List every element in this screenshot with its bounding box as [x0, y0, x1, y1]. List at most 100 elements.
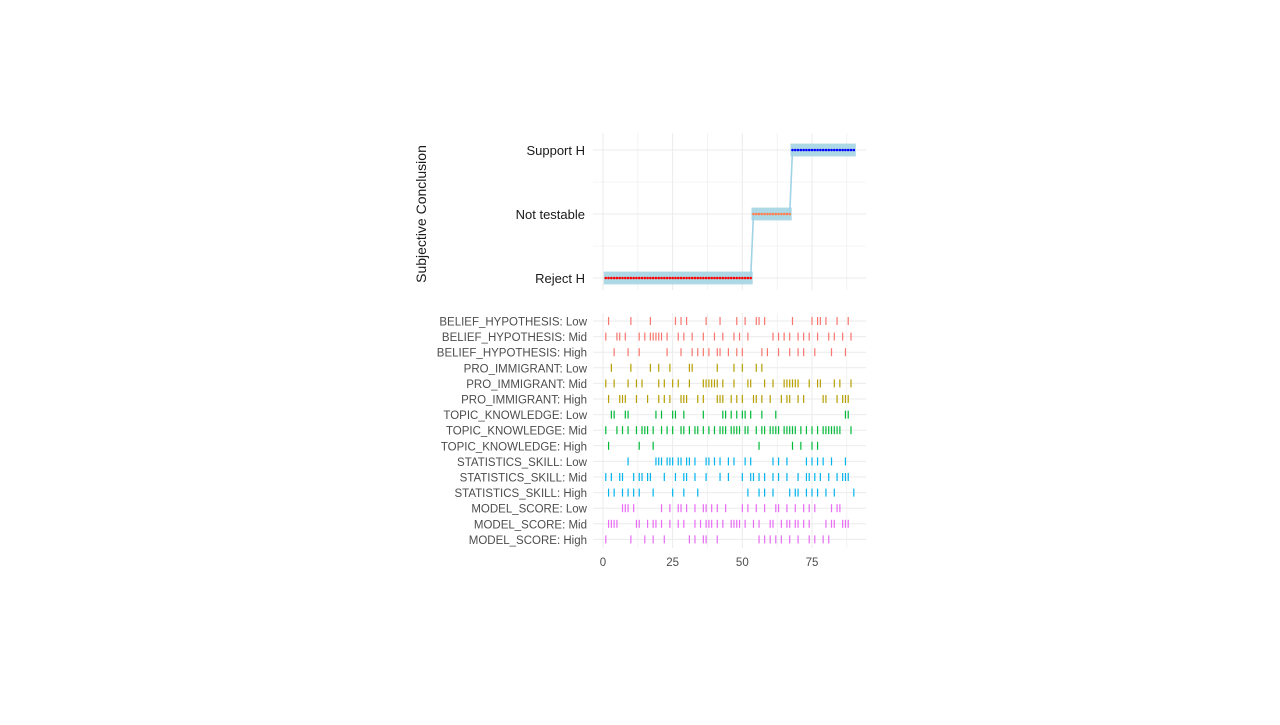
conclusion-point — [802, 148, 805, 152]
row-label: TOPIC_KNOWLEDGE: High — [441, 441, 587, 453]
conclusion-point — [721, 276, 725, 280]
conclusion-point — [849, 148, 853, 152]
conclusion-point — [674, 276, 677, 280]
conclusion-point — [785, 212, 789, 216]
row-label: MODEL_SCORE: High — [469, 535, 587, 547]
conclusion-point — [844, 148, 847, 152]
conclusion-point — [671, 276, 674, 280]
conclusion-point — [824, 148, 828, 152]
row-label: STATISTICS_SKILL: Low — [457, 457, 588, 469]
conclusion-point — [676, 276, 680, 280]
conclusion-point — [774, 212, 778, 216]
conclusion-point — [665, 276, 669, 280]
row-label: BELIEF_HYPOTHESIS: Mid — [442, 332, 587, 344]
conclusion-point — [623, 276, 627, 280]
conclusion-point — [813, 148, 817, 152]
conclusion-point — [643, 276, 647, 280]
conclusion-point — [724, 276, 727, 280]
row-label: STATISTICS_SKILL: Mid — [460, 473, 587, 485]
conclusion-point — [782, 212, 786, 216]
conclusion-point — [743, 276, 747, 280]
conclusion-point — [832, 148, 836, 152]
conclusion-point — [704, 276, 708, 280]
conclusion-point — [618, 276, 622, 280]
ytick-label-0: Reject H — [535, 271, 585, 286]
conclusion-point — [715, 276, 719, 280]
conclusion-point — [649, 276, 652, 280]
conclusion-point — [707, 276, 711, 280]
conclusion-point — [612, 276, 616, 280]
conclusion-point — [760, 212, 764, 216]
conclusion-point — [690, 276, 694, 280]
row-label: STATISTICS_SKILL: High — [454, 488, 587, 500]
conclusion-point — [738, 276, 741, 280]
conclusion-point — [640, 276, 644, 280]
xtick-label: 50 — [736, 557, 749, 569]
conclusion-point — [615, 276, 619, 280]
conclusion-point — [729, 276, 733, 280]
conclusion-point — [635, 276, 638, 280]
conclusion-point — [746, 276, 750, 280]
conclusion-point — [752, 212, 755, 216]
conclusion-point — [766, 212, 769, 216]
conclusion-panel: Reject H Not testable Support H Subjective … — [413, 133, 866, 290]
xtick-label: 0 — [600, 557, 606, 569]
predictor-rug-panel: BELIEF_HYPOTHESIS: Low BELIEF_HYPOTHESIS:… — [437, 313, 866, 569]
conclusion-point — [637, 276, 641, 280]
conclusion-point — [780, 212, 783, 216]
conclusion-point — [682, 276, 686, 280]
conclusion-point — [807, 148, 811, 152]
conclusion-point — [713, 276, 716, 280]
conclusion-point — [626, 276, 630, 280]
row-label: MODEL_SCORE: Low — [471, 504, 587, 516]
conclusion-point — [632, 276, 635, 280]
conclusion-point — [646, 276, 649, 280]
y-axis-title: Subjective Conclusion — [413, 145, 429, 283]
row-label: PRO_IMMIGRANT: High — [461, 395, 587, 407]
row-label: PRO_IMMIGRANT: Mid — [466, 379, 587, 391]
ytick-label-1: Not testable — [516, 207, 585, 222]
conclusion-point — [799, 148, 803, 152]
conclusion-point — [796, 148, 800, 152]
conclusion-point — [696, 276, 700, 280]
conclusion-point — [816, 148, 819, 152]
conclusion-point — [651, 276, 655, 280]
conclusion-point — [830, 148, 833, 152]
conclusion-point — [852, 148, 856, 152]
conclusion-point — [685, 276, 688, 280]
conclusion-point — [841, 148, 844, 152]
row-label: BELIEF_HYPOTHESIS: Low — [439, 317, 587, 329]
conclusion-point — [660, 276, 663, 280]
conclusion-point — [763, 212, 766, 216]
conclusion-point — [718, 276, 722, 280]
row-label: PRO_IMMIGRANT: Low — [464, 363, 588, 375]
row-label: MODEL_SCORE: Mid — [474, 519, 587, 531]
xtick-label: 75 — [806, 557, 819, 569]
conclusion-point — [810, 148, 814, 152]
conclusion-point — [846, 148, 850, 152]
conclusion-point — [821, 148, 825, 152]
conclusion-point — [727, 276, 730, 280]
conclusion-point — [741, 276, 744, 280]
conclusion-point — [838, 148, 842, 152]
conclusion-point — [754, 212, 758, 216]
conclusion-point — [827, 148, 831, 152]
conclusion-point — [768, 212, 772, 216]
conclusion-point — [679, 276, 683, 280]
conclusion-point — [805, 148, 808, 152]
conclusion-point — [732, 276, 736, 280]
conclusion-point — [654, 276, 658, 280]
conclusion-point — [749, 276, 752, 280]
conclusion-point — [735, 276, 739, 280]
xtick-label: 25 — [666, 557, 679, 569]
conclusion-point — [791, 148, 794, 152]
conclusion-point — [629, 276, 633, 280]
conclusion-point — [657, 276, 661, 280]
conclusion-point — [688, 276, 691, 280]
conclusion-point — [771, 212, 775, 216]
conclusion-point — [699, 276, 702, 280]
conclusion-point — [610, 276, 613, 280]
conclusion-point — [607, 276, 610, 280]
conclusion-point — [757, 212, 761, 216]
